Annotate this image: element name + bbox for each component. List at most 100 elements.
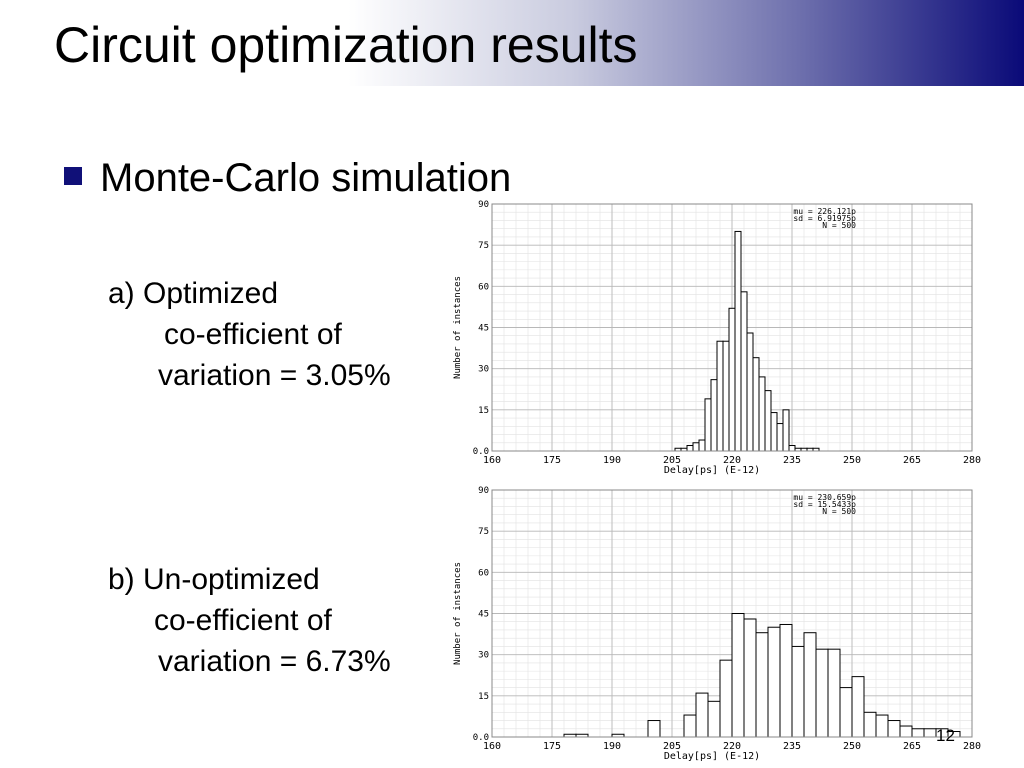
histogram-bar <box>719 659 733 738</box>
x-tick-label: 160 <box>483 741 501 752</box>
histogram-bar <box>752 357 760 452</box>
histogram-bar <box>716 340 724 452</box>
stats-label: mu = 226.121p <box>793 207 856 216</box>
histogram-bar <box>710 379 718 452</box>
y-tick-label: 90 <box>478 200 489 210</box>
histogram-unoptimized: 160 175 190 205 220 235 250 265 280 0.0 15 30 45 60 75… <box>440 482 1000 762</box>
histogram-bar <box>755 632 769 738</box>
item-detail: variation = 6.73% <box>158 645 391 678</box>
histogram-bar <box>863 711 877 738</box>
x-tick-label: 220 <box>723 741 741 752</box>
stats-label: N = 500 <box>822 221 856 230</box>
histogram-bar <box>746 332 754 452</box>
histogram-bar <box>758 376 766 452</box>
histogram-bar <box>740 291 748 452</box>
x-tick-label: 190 <box>603 455 621 466</box>
histogram-bar <box>875 714 889 738</box>
histogram-bar <box>734 230 742 452</box>
item-label: b) Un-optimized <box>108 563 320 596</box>
y-tick-label: 60 <box>478 282 489 292</box>
histogram-bar <box>731 613 745 738</box>
x-tick-label: 235 <box>783 455 801 466</box>
plot-frame <box>491 489 973 738</box>
y-tick-label: 30 <box>478 651 489 661</box>
histogram-bar <box>707 700 721 738</box>
x-tick-label: 280 <box>963 741 981 752</box>
histogram-bar <box>683 714 697 738</box>
y-tick-label: 45 <box>478 610 489 620</box>
item-optimized: a) Optimized co-efficient of variation =… <box>108 273 391 396</box>
y-tick-label: 75 <box>478 527 489 537</box>
x-axis-label: Delay[ps] (E-12) <box>664 465 760 476</box>
histogram-bar <box>851 676 865 738</box>
y-tick-label: 0.0 <box>473 447 489 457</box>
histogram-svg: 160 175 190 205 220 235 250 265 280 0.0 15 30 45 60 75… <box>453 486 981 762</box>
histogram-bar <box>782 409 790 452</box>
item-detail: co-efficient of <box>154 604 332 637</box>
histogram-bar <box>803 632 817 738</box>
bullet-item: Monte-Carlo simulation <box>64 156 511 201</box>
histogram-bar <box>704 398 712 452</box>
histogram-bar <box>791 645 805 738</box>
histogram-optimized: 160 175 190 205 220 235 250 265 280 0.0 15 30 45 60 75… <box>440 196 1000 476</box>
y-tick-label: 60 <box>478 568 489 578</box>
y-tick-label: 75 <box>478 241 489 251</box>
histogram-bar <box>776 423 784 452</box>
y-axis-label: Number of instances <box>453 562 463 665</box>
histogram-bar <box>695 692 709 738</box>
stats-label: sd = 15.5433p <box>793 500 856 509</box>
x-tick-label: 235 <box>783 741 801 752</box>
item-label: a) Optimized <box>108 277 279 310</box>
title-bar <box>0 0 1024 86</box>
histogram-bar <box>899 725 913 738</box>
histogram-svg: 160 175 190 205 220 235 250 265 280 0.0 15 30 45 60 75… <box>453 200 981 476</box>
y-tick-label: 45 <box>478 324 489 334</box>
slide-title: Circuit optimization results <box>54 17 638 73</box>
y-axis-label: Number of instances <box>453 276 463 379</box>
x-tick-label: 190 <box>603 741 621 752</box>
histogram-bar <box>722 340 730 452</box>
y-tick-label: 15 <box>478 692 489 702</box>
histogram-bar <box>923 728 937 738</box>
x-tick-label: 265 <box>903 741 921 752</box>
y-tick-label: 30 <box>478 365 489 375</box>
histogram-bar <box>770 412 778 452</box>
stats-label: N = 500 <box>822 507 856 516</box>
x-tick-label: 280 <box>963 455 981 466</box>
item-detail: variation = 3.05% <box>158 359 391 392</box>
histogram-bar <box>647 720 661 738</box>
item-detail: co-efficient of <box>164 318 342 351</box>
bullet-text: Monte-Carlo simulation <box>100 156 512 200</box>
histogram-bar <box>887 720 901 738</box>
x-tick-label: 205 <box>663 455 681 466</box>
histogram-bar <box>779 623 793 738</box>
histogram-bar <box>827 648 841 738</box>
histogram-bar <box>815 648 829 738</box>
stats-label: sd = 6.91975p <box>793 214 856 223</box>
y-tick-label: 90 <box>478 486 489 496</box>
plot-frame <box>491 203 973 452</box>
histogram-bar <box>911 728 925 738</box>
histogram-bar <box>764 390 772 452</box>
stats-label: mu = 230.659p <box>793 493 856 502</box>
square-bullet-icon <box>64 167 82 186</box>
x-tick-label: 220 <box>723 455 741 466</box>
y-tick-label: 15 <box>478 406 489 416</box>
histogram-bar <box>743 618 757 738</box>
x-axis-label: Delay[ps] (E-12) <box>664 751 760 762</box>
histogram-bar <box>686 445 694 452</box>
x-tick-label: 250 <box>843 455 861 466</box>
x-tick-label: 205 <box>663 741 681 752</box>
x-tick-label: 265 <box>903 455 921 466</box>
x-tick-label: 160 <box>483 455 501 466</box>
histogram-bar <box>728 307 736 452</box>
histogram-bar <box>788 445 796 452</box>
histogram-bar <box>839 687 853 738</box>
item-unoptimized: b) Un-optimized co-efficient of variatio… <box>108 559 391 682</box>
y-tick-label: 0.0 <box>473 733 489 743</box>
slide-number: 12 <box>936 726 955 745</box>
histogram-bar <box>767 626 781 738</box>
x-tick-label: 175 <box>543 455 561 466</box>
histogram-bar <box>698 439 706 452</box>
x-tick-label: 175 <box>543 741 561 752</box>
